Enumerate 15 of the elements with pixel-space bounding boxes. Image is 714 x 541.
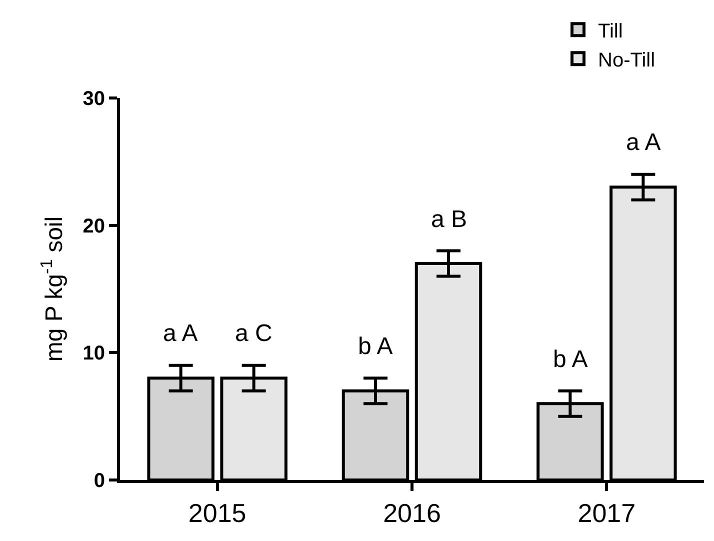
legend-label: No-Till <box>598 49 656 72</box>
y-tick-label: 0 <box>94 470 105 492</box>
y-tick-label: 30 <box>82 88 105 110</box>
data-label: b A <box>358 333 393 360</box>
x-tick-label: 2015 <box>188 498 246 528</box>
y-tick-label: 10 <box>82 342 105 365</box>
x-tick-label: 2016 <box>383 498 441 528</box>
data-label: a A <box>626 129 661 156</box>
data-label: a B <box>431 206 468 233</box>
x-tick-label: 2017 <box>578 498 636 528</box>
legend-label: Till <box>598 20 623 42</box>
data-label: b A <box>553 346 588 373</box>
data-label: a C <box>235 320 272 347</box>
y-tick-label: 20 <box>82 215 105 238</box>
data-label: a A <box>163 320 198 347</box>
